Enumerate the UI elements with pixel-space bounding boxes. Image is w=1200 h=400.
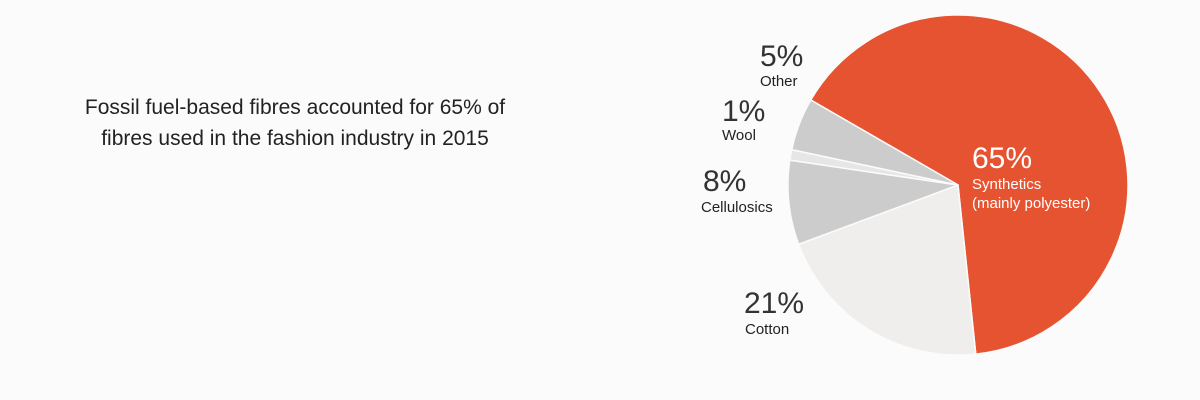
label-synthetics: 65% Synthetics (mainly polyester) (972, 142, 1090, 212)
pie-slices (787, 14, 1129, 356)
label-cellulosics: 8% Cellulosics (701, 165, 773, 216)
chart-headline: Fossil fuel-based fibres accounted for 6… (40, 92, 550, 154)
headline-line-2: fibres used in the fashion industry in 2… (101, 127, 489, 150)
headline-line-1: Fossil fuel-based fibres accounted for 6… (84, 96, 506, 119)
other-percent: 5% (760, 40, 803, 73)
label-cotton: 21% Cotton (744, 287, 804, 338)
synthetics-label: Synthetics (972, 176, 1041, 193)
synthetics-percent: 65% (972, 142, 1032, 175)
slice-cotton (797, 183, 977, 356)
cellulosics-label: Cellulosics (701, 199, 773, 216)
slice-other (790, 98, 959, 186)
slice-synthetics (809, 14, 1129, 355)
cotton-percent: 21% (744, 287, 804, 320)
cotton-label: Cotton (745, 321, 789, 338)
other-label: Other (760, 73, 798, 90)
label-other: 5% Other (760, 40, 803, 90)
cellulosics-percent: 8% (703, 165, 746, 198)
label-wool: 1% Wool (722, 95, 765, 144)
synthetics-sublabel: (mainly polyester) (972, 195, 1090, 212)
wool-percent: 1% (722, 95, 765, 128)
wool-label: Wool (722, 127, 756, 144)
